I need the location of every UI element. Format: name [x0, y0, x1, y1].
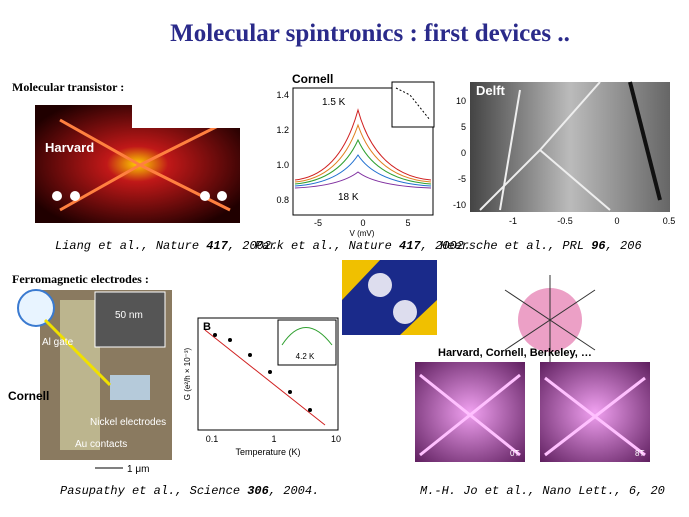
tick-label: 0 [461, 148, 466, 158]
citation: Park et al., Nature 417, 2002. [255, 239, 471, 253]
label: Au contacts [75, 439, 127, 450]
tick-label: 5 [461, 122, 466, 132]
tick-label: 10 [456, 96, 466, 106]
molecule-image [504, 275, 596, 370]
tick-label: -0.5 [557, 216, 573, 226]
label: Al gate [42, 337, 74, 348]
harvard-image: Harvard [35, 100, 242, 223]
tick-label: -5 [458, 174, 466, 184]
axis-label: Temperature (K) [235, 447, 300, 457]
device-image: 50 nm Al gate Cornell Nickel electrodes … [8, 289, 172, 475]
tick-label: -5 [314, 218, 322, 228]
label: 50 nm [115, 310, 143, 321]
citation-text: Liang et al., Nature [55, 239, 206, 253]
label: 8T [635, 449, 644, 458]
tick-label: 1.4 [276, 90, 289, 100]
curve-label: 18 K [338, 192, 359, 203]
citation-volume: 417 [399, 239, 421, 253]
tick-label: 0 [614, 216, 619, 226]
image-label: Delft [476, 83, 506, 98]
panel-label: B [203, 321, 211, 333]
citation: Heersche et al., PRL 96, 206 [440, 239, 642, 253]
citation-rest: , 2002. [228, 239, 278, 253]
delft-image: Delft 10 5 0 -5 -10 -1 -0.5 0 0.5 [453, 81, 676, 226]
tick-label: -10 [453, 200, 466, 210]
cornell-plot: Cornell 1.5 K 18 K 1.4 1.2 1.0 0.8 -5 0 5 V (m… [276, 72, 435, 238]
slide-title: Molecular spintronics : first devices .. [170, 20, 570, 47]
groups: Harvard, Cornell, Berkeley, … [438, 347, 592, 359]
curve-label: 1.5 K [322, 97, 346, 108]
label: 0T [510, 449, 519, 458]
tick-label: -1 [509, 216, 517, 226]
axis-label: V (mV) [350, 229, 375, 238]
label: 4.2 K [296, 352, 315, 361]
citation: Pasupathy et al., Science 306, 2004. [60, 484, 319, 498]
tick-label: 10 [331, 434, 341, 444]
image-label: Cornell [292, 72, 333, 86]
citation-text: Park et al., Nature [255, 239, 399, 253]
citation: M.-H. Jo et al., Nano Lett., 6, 20 [420, 484, 665, 498]
magneto-image: 0T 8T [415, 362, 650, 462]
tick-label: 5 [405, 218, 410, 228]
citation-text: Pasupathy et al., Science [60, 484, 247, 498]
tick-label: 1 [271, 434, 276, 444]
label: 1 μm [127, 464, 149, 475]
citation-volume: 96 [591, 239, 605, 253]
citation-volume: 306 [247, 484, 269, 498]
citation-rest: , 2004. [269, 484, 319, 498]
citation-volume: 417 [206, 239, 228, 253]
axis-label: G (e²/h × 10⁻³) [183, 347, 192, 400]
section-heading: Ferromagnetic electrodes : [12, 272, 149, 286]
conductance-plot: B 4.2 K G (e²/h × 10⁻³) Temperature (K) … [183, 317, 341, 457]
citation: Liang et al., Nature 417, 2002. [55, 239, 278, 253]
citation-rest: , 206 [606, 239, 642, 253]
tick-label: 0.1 [206, 434, 219, 444]
section-heading: Molecular transistor : [12, 80, 124, 94]
citation-rest: , 2002. [421, 239, 471, 253]
molecule-image [342, 260, 437, 335]
image-label: Harvard [45, 140, 94, 155]
label: Nickel electrodes [90, 417, 166, 428]
tick-label: 1.0 [276, 160, 289, 170]
tick-label: 0 [360, 218, 365, 228]
citation-text: Heersche et al., PRL [440, 239, 591, 253]
citation-text: M.-H. Jo et al., Nano Lett., 6, 20 [420, 484, 665, 498]
tick-label: 1.2 [276, 125, 289, 135]
tick-label: 0.8 [276, 195, 289, 205]
tick-label: 0.5 [663, 216, 676, 226]
label: Cornell [8, 389, 49, 403]
